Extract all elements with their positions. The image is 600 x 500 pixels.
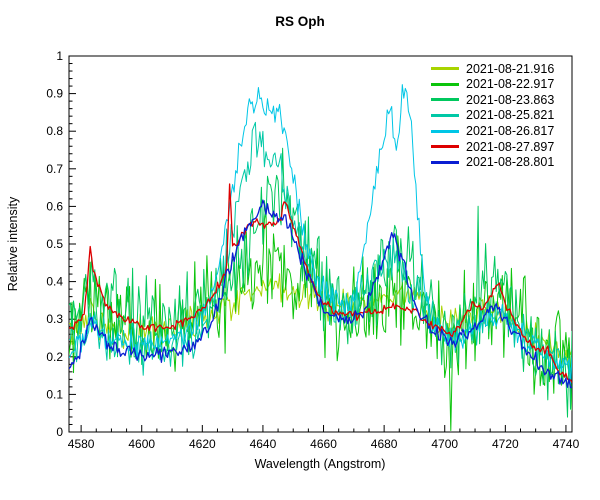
legend-swatch [431,160,459,164]
y-tick-label: 0 [56,425,63,439]
x-tick-label: 4720 [492,437,519,451]
y-tick-label: 0.6 [46,199,63,213]
y-tick-label: 0.2 [46,350,63,364]
x-tick-label: 4740 [553,437,580,451]
x-axis-title: Wavelength (Angstrom) [255,457,386,471]
series-line-2021-08-28.801 [69,199,572,389]
legend-swatch [431,129,459,133]
legend-label: 2021-08-28.801 [466,155,555,170]
x-tick-label: 4640 [250,437,277,451]
y-tick-label: 0.3 [46,312,63,326]
y-tick-label: 1 [56,49,63,63]
legend-item: 2021-08-26.817 [431,123,554,139]
legend-label: 2021-08-25.821 [466,108,555,123]
legend-swatch [431,98,459,102]
y-tick-label: 0.5 [46,237,63,251]
legend-label: 2021-08-26.817 [466,123,555,138]
y-axis-title: Relative intensity [6,196,20,291]
legend-swatch [431,114,459,118]
legend-item: 2021-08-22.917 [431,77,554,93]
x-tick-label: 4600 [128,437,155,451]
legend-swatch [431,67,459,71]
y-tick-label: 0.9 [46,87,63,101]
y-tick-label: 0.7 [46,162,63,176]
legend-label: 2021-08-23.863 [466,92,555,107]
x-tick-label: 4580 [68,437,95,451]
legend: 2021-08-21.916 2021-08-22.917 2021-08-23.8… [431,61,554,170]
x-tick-label: 4700 [431,437,458,451]
y-tick-label: 0.1 [46,387,63,401]
legend-item: 2021-08-28.801 [431,155,554,171]
y-tick-label: 0.4 [46,275,63,289]
series-line-2021-08-26.817 [69,84,572,385]
series-line-2021-08-22.917 [69,210,572,431]
chart-title: RS Oph [275,14,325,29]
x-tick-label: 4680 [371,437,398,451]
legend-label: 2021-08-22.917 [466,77,555,92]
legend-label: 2021-08-21.916 [466,61,555,76]
legend-swatch [431,145,459,149]
legend-item: 2021-08-27.897 [431,139,554,155]
x-tick-label: 4620 [189,437,216,451]
legend-item: 2021-08-21.916 [431,61,554,77]
y-tick-label: 0.8 [46,124,63,138]
legend-item: 2021-08-25.821 [431,108,554,124]
legend-swatch [431,82,459,86]
legend-label: 2021-08-27.897 [466,139,555,154]
legend-item: 2021-08-23.863 [431,92,554,108]
x-tick-label: 4660 [310,437,337,451]
series-line-2021-08-23.863 [69,147,572,418]
